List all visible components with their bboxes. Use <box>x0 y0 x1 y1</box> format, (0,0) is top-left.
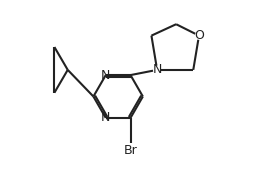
Text: N: N <box>152 63 162 76</box>
Text: Br: Br <box>124 144 137 157</box>
Text: N: N <box>101 111 110 124</box>
Text: O: O <box>194 29 204 42</box>
Text: N: N <box>101 69 110 82</box>
